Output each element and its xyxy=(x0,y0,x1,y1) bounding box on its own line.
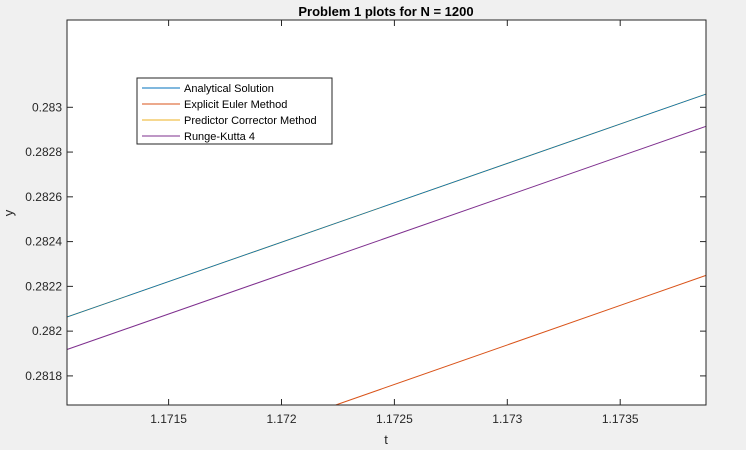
y-tick-label: 0.2824 xyxy=(25,235,62,249)
chart-title: Problem 1 plots for N = 1200 xyxy=(298,4,473,19)
legend-label-runge-kutta-4: Runge-Kutta 4 xyxy=(184,131,255,143)
legend[interactable]: Analytical Solution Explicit Euler Method… xyxy=(136,77,333,145)
x-tick-label: 1.1715 xyxy=(150,412,187,426)
y-tick-label: 0.2818 xyxy=(25,369,62,383)
x-tick-label: 1.172 xyxy=(266,412,296,426)
plot-area xyxy=(66,93,707,406)
series-line-runge-kutta-4 xyxy=(66,125,707,350)
x-axis-label: t xyxy=(384,432,388,447)
y-tick-label: 0.2822 xyxy=(25,279,62,293)
x-tick-label: 1.1725 xyxy=(376,412,413,426)
y-tick-label: 0.283 xyxy=(32,100,62,114)
x-axis: 1.1715 1.172 1.1725 1.173 1.1735 xyxy=(150,20,639,426)
y-tick-label: 0.2826 xyxy=(25,190,62,204)
y-tick-label: 0.2828 xyxy=(25,145,62,159)
y-tick-label: 0.282 xyxy=(32,324,62,338)
x-tick-label: 1.1735 xyxy=(602,412,639,426)
legend-label-predictor-corrector-method: Predictor Corrector Method xyxy=(184,115,317,127)
x-tick-label: 1.173 xyxy=(492,412,522,426)
legend-label-analytical-solution: Analytical Solution xyxy=(184,83,274,95)
y-axis: 0.2818 0.282 0.2822 0.2824 0.2826 0.2828 0.283 xyxy=(25,100,706,383)
legend-box xyxy=(136,77,333,145)
legend-label-explicit-euler-method: Explicit Euler Method xyxy=(184,99,287,111)
series-line-explicit-euler-method xyxy=(335,274,707,406)
y-axis-label: y xyxy=(1,209,16,216)
series-line-analytical-solution xyxy=(66,93,707,318)
axes-box xyxy=(66,19,707,406)
